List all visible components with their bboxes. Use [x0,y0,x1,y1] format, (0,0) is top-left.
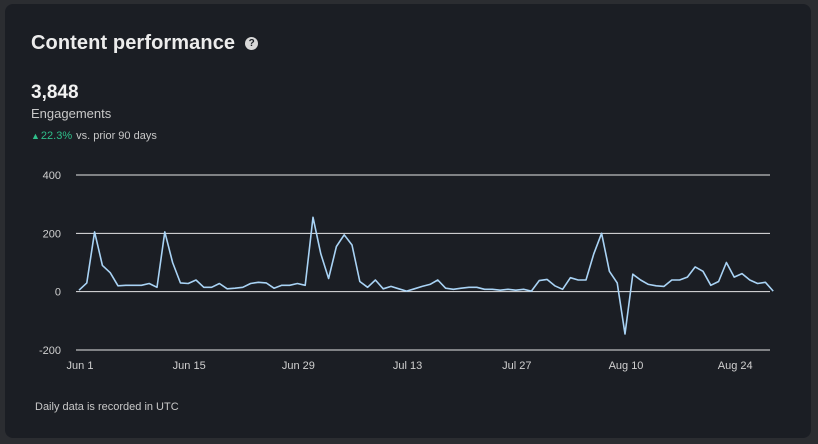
change-indicator: ▲ 22.3% vs. prior 90 days [31,130,157,142]
y-tick-label: -200 [39,345,61,357]
card-title: Content performance [31,32,236,54]
x-tick-label: Jul 13 [393,360,422,372]
y-tick-label: 200 [43,228,61,240]
x-tick-label: Jul 27 [502,360,531,372]
change-description: vs. prior 90 days [76,130,157,142]
y-tick-label: 400 [43,170,61,182]
up-arrow-icon: ▲ [31,131,40,141]
x-tick-label: Aug 24 [718,360,753,372]
utc-footnote: Daily data is recorded in UTC [35,401,179,413]
content-performance-card: Content performance ? 3,848 Engagements … [5,4,811,438]
title-row: Content performance ? [31,32,259,55]
x-tick-label: Jun 1 [67,360,94,372]
engagements-value: 3,848 [31,82,79,103]
engagements-label: Engagements [31,106,112,121]
x-tick-label: Jun 15 [173,360,206,372]
change-percent: 22.3% [40,130,73,142]
y-tick-label: 0 [55,287,61,299]
x-tick-label: Jun 29 [282,360,315,372]
question-circle-icon[interactable]: ? [245,37,259,50]
series-line [78,216,774,335]
x-tick-label: Aug 10 [609,360,644,372]
